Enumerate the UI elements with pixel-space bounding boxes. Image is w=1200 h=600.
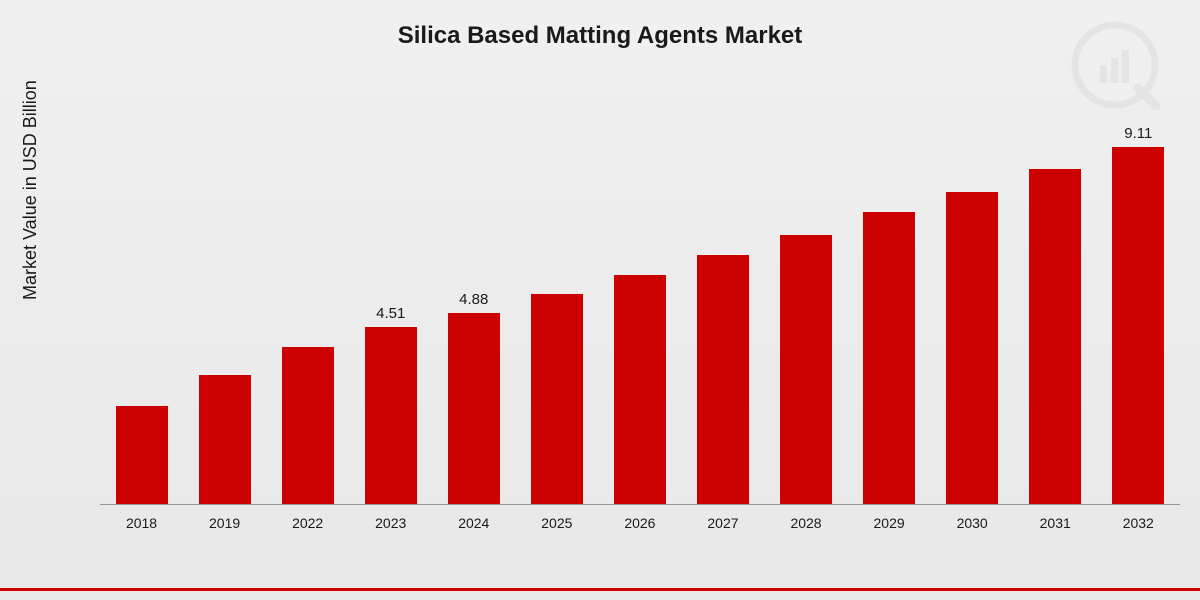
- x-axis-label: 2025: [515, 509, 598, 535]
- bar-group: 9.11: [1097, 125, 1180, 504]
- bar-group: 4.88: [432, 291, 515, 504]
- accent-line: [0, 588, 1200, 591]
- x-labels-container: 2018201920222023202420252026202720282029…: [100, 509, 1180, 535]
- x-axis-label: 2022: [266, 509, 349, 535]
- bar: [531, 294, 583, 504]
- bar-group: [1014, 147, 1097, 504]
- y-axis-label: Market Value in USD Billion: [20, 80, 41, 300]
- x-axis-label: 2027: [681, 509, 764, 535]
- bar: [365, 327, 417, 504]
- x-axis-label: 2032: [1097, 509, 1180, 535]
- bar: [1112, 147, 1164, 504]
- bar-group: [681, 233, 764, 504]
- bar-value-label: 4.88: [459, 291, 488, 309]
- bar: [946, 192, 998, 504]
- bar: [1029, 169, 1081, 504]
- bars-container: 4.51 4.88 9.11: [100, 95, 1180, 505]
- bar: [448, 313, 500, 504]
- bar-group: [598, 253, 681, 504]
- bar-value-label: 9.11: [1124, 125, 1152, 143]
- x-axis-label: 2031: [1014, 509, 1097, 535]
- chart-title: Silica Based Matting Agents Market: [0, 0, 1200, 50]
- bar-group: [266, 325, 349, 504]
- bar: [780, 235, 832, 504]
- x-axis-label: 2029: [848, 509, 931, 535]
- bar-group: [183, 353, 266, 504]
- bar: [614, 275, 666, 504]
- bar: [863, 212, 915, 504]
- x-axis-label: 2024: [432, 509, 515, 535]
- bar: [116, 406, 168, 504]
- bar-group: [515, 272, 598, 504]
- x-axis-label: 2018: [100, 509, 183, 535]
- bar: [282, 347, 334, 504]
- x-axis-label: 2028: [765, 509, 848, 535]
- bar-group: [848, 190, 931, 504]
- bar-group: [100, 384, 183, 504]
- bar-group: 4.51: [349, 305, 432, 504]
- bar: [199, 375, 251, 504]
- chart-area: 4.514.889.11 201820192022202320242025202…: [100, 95, 1180, 535]
- bar-value-label: 4.51: [376, 305, 405, 323]
- x-axis-label: 2019: [183, 509, 266, 535]
- x-axis-label: 2030: [931, 509, 1014, 535]
- bar-group: [765, 213, 848, 504]
- bar-group: [931, 170, 1014, 504]
- x-axis-label: 2026: [598, 509, 681, 535]
- x-axis-label: 2023: [349, 509, 432, 535]
- bar: [697, 255, 749, 504]
